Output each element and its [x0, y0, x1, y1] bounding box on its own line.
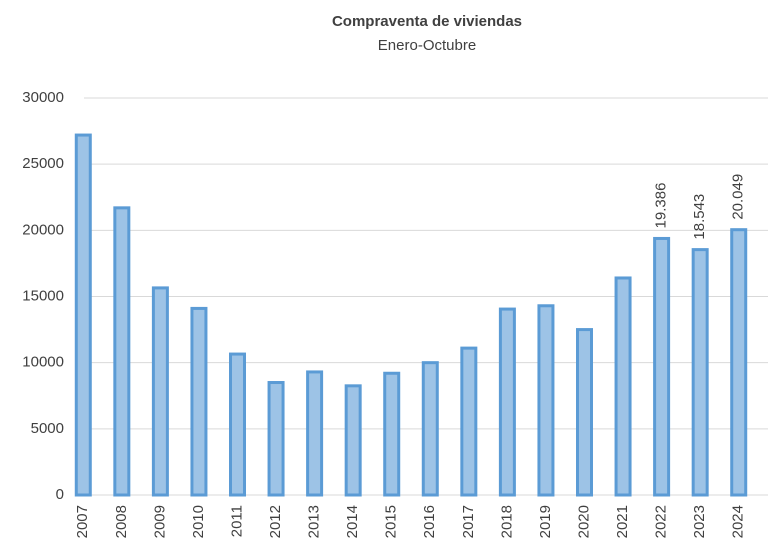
x-tick-label: 2014 [344, 505, 361, 538]
x-tick-label: 2016 [421, 505, 438, 538]
bar [267, 381, 285, 497]
bar [653, 236, 671, 497]
x-tick-label: 2023 [691, 505, 708, 538]
data-label: 20.049 [730, 174, 747, 220]
x-tick-label: 2010 [190, 505, 207, 538]
bar [190, 306, 208, 497]
bar [151, 286, 169, 497]
x-tick-label: 2008 [113, 505, 130, 538]
data-label: 18.543 [691, 194, 708, 240]
x-tick-label: 2011 [228, 505, 245, 537]
chart-subtitle: Enero-Octubre [378, 37, 476, 54]
y-tick-label: 15000 [22, 287, 64, 304]
x-tick-label: 2007 [74, 505, 91, 538]
y-tick-label: 20000 [22, 221, 64, 238]
chart-title: Compraventa de viviendas [332, 13, 522, 30]
x-tick-label: 2017 [460, 505, 477, 538]
bar [460, 346, 478, 497]
bar [498, 307, 516, 497]
x-tick-label: 2024 [730, 505, 747, 538]
x-tick-label: 2015 [383, 505, 400, 538]
bar [113, 206, 131, 497]
bar [576, 328, 593, 497]
bar [421, 361, 439, 497]
bar [691, 248, 709, 497]
bar [383, 371, 401, 497]
y-tick-label: 0 [56, 486, 64, 503]
x-tick-label: 2018 [498, 505, 515, 538]
bar [344, 384, 362, 497]
x-tick-label: 2013 [306, 505, 323, 538]
y-tick-label: 10000 [22, 354, 64, 371]
x-tick-label: 2019 [537, 505, 554, 538]
data-label: 19.386 [653, 183, 670, 229]
bar [74, 133, 92, 497]
x-tick-label: 2020 [575, 505, 592, 538]
x-tick-label: 2022 [653, 505, 670, 538]
y-tick-label: 5000 [31, 420, 64, 437]
x-tick-label: 2012 [267, 505, 284, 538]
x-tick-label: 2021 [614, 505, 631, 538]
bar [537, 304, 555, 497]
y-tick-label: 25000 [22, 155, 64, 172]
y-tick-label: 30000 [22, 89, 64, 106]
bar [730, 228, 748, 497]
bar [306, 370, 324, 497]
bar [614, 276, 632, 497]
bar [229, 352, 246, 497]
x-tick-label: 2009 [151, 505, 168, 538]
